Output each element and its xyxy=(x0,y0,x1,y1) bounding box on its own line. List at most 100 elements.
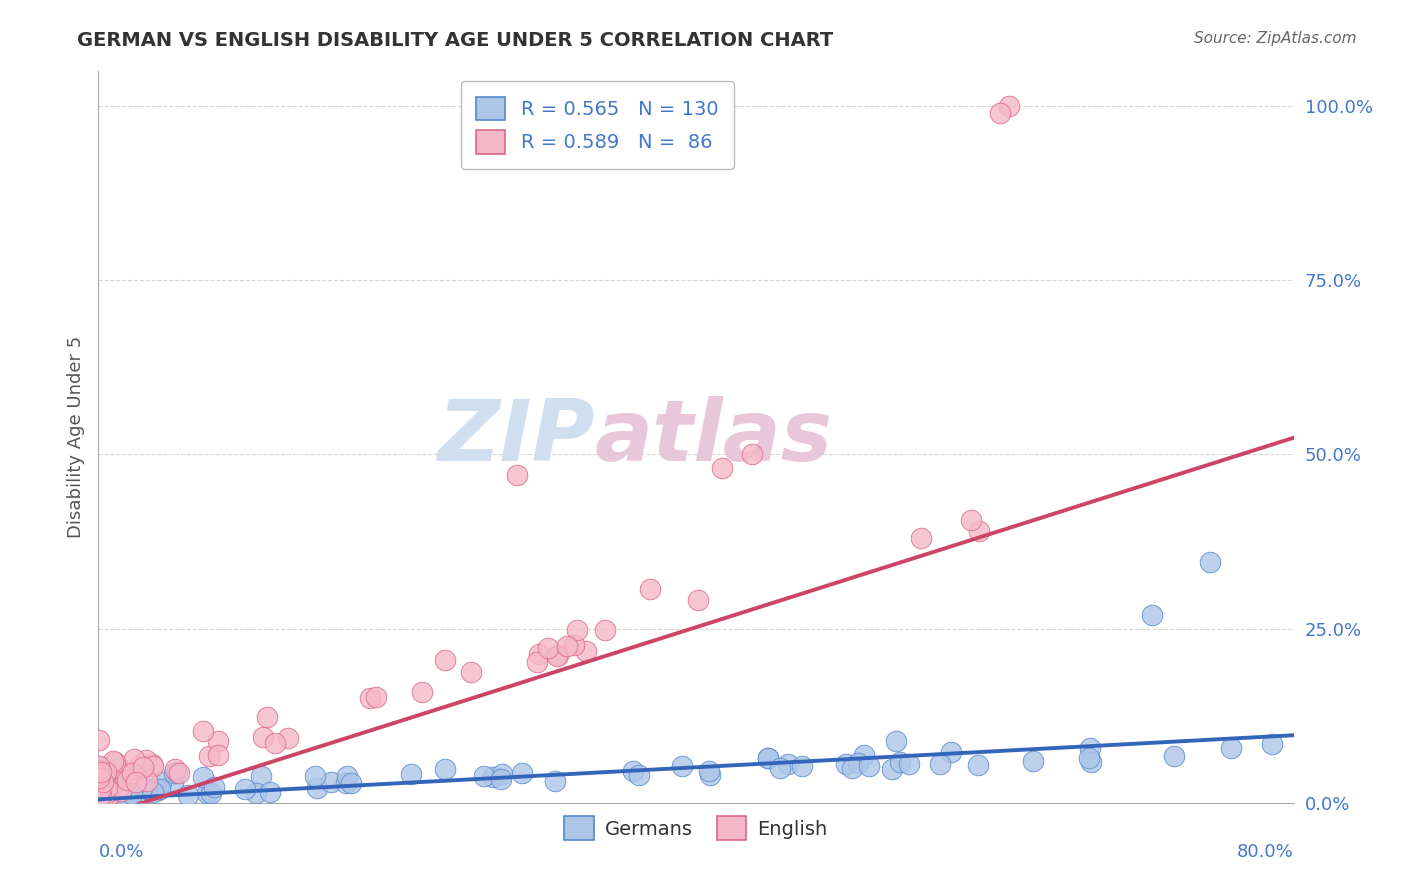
Point xyxy=(87,776,110,790)
Point xyxy=(207,748,229,763)
Point xyxy=(967,524,990,539)
Point xyxy=(89,777,111,791)
Point xyxy=(89,779,111,793)
Point xyxy=(94,769,117,783)
Text: 80.0%: 80.0% xyxy=(1237,843,1294,861)
Point xyxy=(121,765,143,780)
Point xyxy=(87,788,110,802)
Point xyxy=(245,786,267,800)
Point xyxy=(756,751,779,765)
Point xyxy=(98,771,121,785)
Point xyxy=(87,785,110,799)
Point xyxy=(988,106,1011,120)
Point xyxy=(96,786,118,800)
Point xyxy=(87,789,110,803)
Point xyxy=(565,623,588,637)
Point xyxy=(87,786,110,800)
Point xyxy=(547,648,569,662)
Point xyxy=(98,789,121,803)
Point xyxy=(93,789,115,804)
Point xyxy=(167,766,190,780)
Point xyxy=(575,644,598,658)
Point xyxy=(997,99,1019,113)
Point xyxy=(94,769,117,783)
Point xyxy=(110,779,132,793)
Point xyxy=(671,759,693,773)
Point xyxy=(202,780,225,794)
Point xyxy=(506,468,529,483)
Point xyxy=(105,770,128,784)
Point xyxy=(1198,556,1220,570)
Point xyxy=(910,531,932,545)
Point xyxy=(87,786,110,800)
Point xyxy=(96,786,118,800)
Point xyxy=(136,782,159,797)
Point xyxy=(527,648,550,662)
Point xyxy=(91,789,114,803)
Point xyxy=(252,730,274,744)
Point xyxy=(94,764,117,779)
Point xyxy=(94,776,117,790)
Point xyxy=(128,757,150,772)
Point xyxy=(87,790,110,805)
Point xyxy=(118,781,141,796)
Point xyxy=(87,780,110,795)
Text: GERMAN VS ENGLISH DISABILITY AGE UNDER 5 CORRELATION CHART: GERMAN VS ENGLISH DISABILITY AGE UNDER 5… xyxy=(77,31,834,50)
Point xyxy=(107,790,129,805)
Point xyxy=(122,751,145,765)
Point xyxy=(89,792,111,806)
Point xyxy=(481,770,503,784)
Point xyxy=(136,774,159,789)
Point xyxy=(87,791,110,805)
Point xyxy=(115,773,138,788)
Text: Source: ZipAtlas.com: Source: ZipAtlas.com xyxy=(1194,31,1357,46)
Point xyxy=(87,789,110,803)
Point xyxy=(90,760,112,774)
Point xyxy=(491,767,513,781)
Point xyxy=(304,769,326,783)
Point xyxy=(544,773,567,788)
Point xyxy=(841,761,863,775)
Point xyxy=(741,448,763,462)
Point xyxy=(191,770,214,784)
Point xyxy=(166,765,188,780)
Point xyxy=(433,763,456,777)
Point xyxy=(638,582,661,596)
Point xyxy=(1080,755,1102,769)
Point xyxy=(884,733,907,747)
Point xyxy=(593,623,616,637)
Point xyxy=(200,786,222,800)
Point xyxy=(104,756,127,770)
Point xyxy=(96,781,118,796)
Point xyxy=(277,731,299,745)
Point xyxy=(91,789,114,803)
Point xyxy=(104,785,127,799)
Point xyxy=(87,792,110,806)
Point xyxy=(562,638,585,652)
Point xyxy=(966,758,988,772)
Point xyxy=(889,756,911,770)
Point xyxy=(87,783,110,797)
Point xyxy=(89,791,111,805)
Point xyxy=(87,777,110,791)
Point xyxy=(142,759,165,773)
Point xyxy=(335,776,357,790)
Point xyxy=(87,791,110,805)
Point xyxy=(87,791,110,805)
Point xyxy=(111,763,134,777)
Point xyxy=(93,790,115,805)
Point xyxy=(526,655,548,669)
Point xyxy=(124,775,146,789)
Point xyxy=(536,640,558,655)
Point xyxy=(960,513,983,527)
Point xyxy=(90,783,112,797)
Point xyxy=(87,784,110,798)
Point xyxy=(107,790,129,805)
Point xyxy=(359,691,381,706)
Point xyxy=(89,784,111,798)
Point xyxy=(105,786,128,800)
Point xyxy=(146,783,169,797)
Point xyxy=(96,780,118,794)
Point xyxy=(101,755,124,769)
Point xyxy=(97,783,120,797)
